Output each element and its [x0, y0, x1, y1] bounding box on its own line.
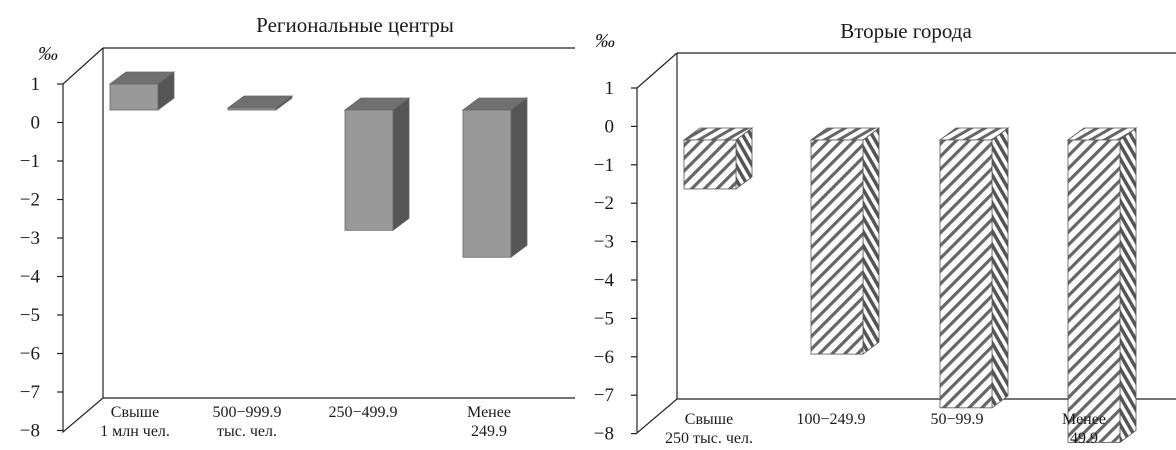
bar-side — [1119, 127, 1137, 444]
y-tick-label: 1 — [605, 78, 615, 99]
chart-panel-second-cities: Вторые города ‰ 1 0 −1 −2 −3 −4 −5 −6 −7 −8 Свыше… — [594, 19, 1176, 447]
y-tick-label: −4 — [594, 270, 615, 291]
bar-front — [1067, 139, 1121, 443]
y-tick-label: −6 — [594, 347, 614, 368]
bar — [226, 95, 294, 111]
x-category-label: Менее 249.9 — [467, 404, 511, 440]
x-category-label: 250−499.9 — [328, 404, 397, 421]
bar-front — [810, 139, 864, 355]
bar — [108, 71, 176, 111]
bar — [1066, 127, 1138, 444]
y-tick-label: 0 — [605, 116, 615, 137]
bar-side — [392, 97, 410, 232]
chart-title: Вторые города — [840, 19, 972, 43]
bar-side — [862, 127, 880, 355]
x-category-label: Свыше 1 млн чел. — [100, 404, 170, 440]
y-tick-label: −7 — [594, 385, 614, 406]
chart-panel-regional-centers: Региональные центры ‰ 1 0 −1 −2 −3 −4 −5 −6 −7 −8… — [20, 13, 575, 442]
y-tick-label: −8 — [594, 424, 614, 445]
y-tick-label: −1 — [20, 151, 40, 172]
bar-side — [991, 127, 1009, 409]
y-tick-label: −5 — [20, 305, 40, 326]
y-tick-label: −4 — [20, 267, 41, 288]
bar-side — [510, 97, 528, 259]
bar — [809, 127, 881, 355]
x-category-label: 50−99.9 — [930, 411, 983, 428]
bar-front — [939, 139, 993, 409]
y-tick-label: −6 — [20, 344, 40, 365]
bar — [461, 97, 529, 259]
y-tick-label: 0 — [31, 113, 41, 134]
bar-front — [462, 109, 512, 258]
y-tick-label: 1 — [31, 74, 41, 95]
bar-front — [109, 83, 159, 111]
y-tick-label: −2 — [594, 193, 614, 214]
bar-front — [344, 109, 394, 231]
y-tick-label: −2 — [20, 190, 40, 211]
bar-top — [226, 95, 294, 109]
x-category-label: Свыше 250 тыс. чел. — [665, 411, 753, 447]
y-tick-label: −3 — [20, 228, 40, 249]
bar-front — [683, 139, 737, 190]
y-tick-label: −3 — [594, 232, 614, 253]
x-category-label: Менее 49.9 — [1062, 411, 1106, 447]
y-tick-label: −8 — [20, 421, 40, 442]
bar — [682, 127, 754, 190]
y-tick-label: −7 — [20, 382, 40, 403]
y-axis-line — [62, 47, 575, 434]
x-category-label: 500−999.9 тыс. чел. — [212, 404, 281, 440]
x-category-label: 100−249.9 — [796, 411, 865, 428]
y-tick-label: −1 — [594, 155, 614, 176]
bar — [343, 97, 411, 232]
y-axis-unit-label: ‰ — [38, 43, 58, 65]
bar — [938, 127, 1010, 409]
y-tick-label: −5 — [594, 308, 614, 329]
bar-front — [227, 107, 277, 111]
y-axis-unit-label: ‰ — [595, 30, 615, 52]
chart-title: Региональные центры — [256, 13, 454, 37]
